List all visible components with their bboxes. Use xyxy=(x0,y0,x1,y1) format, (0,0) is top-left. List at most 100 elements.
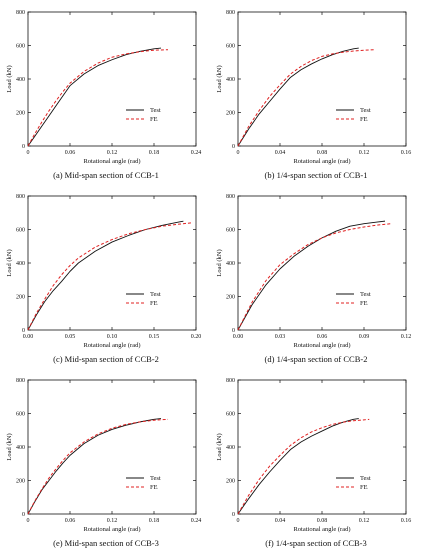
x-tick-label: 0.03 xyxy=(275,334,286,340)
y-tick-label: 800 xyxy=(226,194,235,200)
y-tick-label: 400 xyxy=(16,261,25,267)
y-tick-label: 200 xyxy=(16,295,25,301)
series-line-fe xyxy=(237,49,375,147)
legend: Test FE xyxy=(126,291,161,307)
y-axis-title: Load (kN) xyxy=(6,249,13,276)
series-line-test xyxy=(237,47,359,147)
legend-label-fe: FE xyxy=(150,300,158,307)
x-tick-label: 0.18 xyxy=(149,150,160,156)
y-axis-title: Load (kN) xyxy=(216,65,223,92)
x-axis-title: Rotational angle (rad) xyxy=(293,158,350,165)
y-axis-title: Load (kN) xyxy=(216,433,223,460)
chart-panel-3: 0.00 0.05 0.10 0.15 0.20 0 200 400 600 800 Rotatio… xyxy=(6,194,201,364)
legend-label-test: Test xyxy=(360,291,371,298)
y-tick-label: 200 xyxy=(226,295,235,301)
x-tick-label: 0.24 xyxy=(191,518,202,524)
legend: Test FE xyxy=(336,107,371,123)
x-tick-label: 0.12 xyxy=(107,150,118,156)
x-tick-label: 0.09 xyxy=(359,334,370,340)
x-axis-title: Rotational angle (rad) xyxy=(293,526,350,533)
x-tick-label: 0.04 xyxy=(275,518,286,524)
legend-label-test: Test xyxy=(150,475,161,482)
legend-label-fe: FE xyxy=(150,484,158,491)
y-tick-label: 600 xyxy=(226,228,235,234)
y-tick-label: 200 xyxy=(226,111,235,117)
series-line-fe xyxy=(237,418,370,515)
x-tick-label: 0.24 xyxy=(191,150,202,156)
x-axis-title: Rotational angle (rad) xyxy=(83,342,140,349)
y-tick-label: 400 xyxy=(16,445,25,451)
y-tick-label: 800 xyxy=(16,378,25,384)
panel-caption: (c) Mid-span section of CCB-2 xyxy=(53,354,159,364)
y-tick-label: 800 xyxy=(226,378,235,384)
y-tick-label: 0 xyxy=(22,144,25,150)
plot-frame xyxy=(237,195,407,331)
x-tick-label: 0.12 xyxy=(359,150,370,156)
plot-frame xyxy=(237,11,407,147)
x-axis-title: Rotational angle (rad) xyxy=(83,158,140,165)
y-tick-label: 200 xyxy=(226,479,235,485)
legend-label-fe: FE xyxy=(360,116,368,123)
panel-caption: (a) Mid-span section of CCB-1 xyxy=(53,170,159,180)
y-axis-title: Load (kN) xyxy=(6,65,13,92)
y-tick-label: 600 xyxy=(16,412,25,418)
x-tick-label: 0 xyxy=(27,150,30,156)
y-tick-label: 200 xyxy=(16,479,25,485)
series-line-fe xyxy=(237,223,393,331)
legend-label-test: Test xyxy=(150,291,161,298)
x-axis-title: Rotational angle (rad) xyxy=(83,526,140,533)
chart-panel-2: 0 0.04 0.08 0.12 0.16 0 200 400 600 800 Rotational… xyxy=(216,10,411,180)
legend-label-fe: FE xyxy=(360,484,368,491)
y-tick-label: 800 xyxy=(16,194,25,200)
y-tick-label: 400 xyxy=(16,77,25,83)
x-tick-label: 0.08 xyxy=(317,518,328,524)
y-tick-label: 0 xyxy=(22,328,25,334)
legend-label-test: Test xyxy=(150,107,161,114)
panel-caption: (f) 1/4-span section of CCB-3 xyxy=(265,538,367,548)
legend-label-fe: FE xyxy=(360,300,368,307)
panel-caption: (e) Mid-span section of CCB-3 xyxy=(53,538,159,548)
y-tick-label: 0 xyxy=(232,144,235,150)
x-tick-label: 0.16 xyxy=(401,150,412,156)
y-tick-label: 0 xyxy=(232,328,235,334)
x-tick-label: 0.18 xyxy=(149,518,160,524)
plot-frame xyxy=(237,379,407,515)
x-tick-label: 0.12 xyxy=(107,518,118,524)
series-line-test xyxy=(27,47,162,147)
y-tick-label: 0 xyxy=(232,512,235,518)
series-line-fe xyxy=(27,418,169,515)
chart-panel-5: 0 0.06 0.12 0.18 0.24 0 200 400 600 800 Rotational… xyxy=(6,378,201,548)
x-tick-label: 0.06 xyxy=(65,518,76,524)
chart-panel-1: 0 0.06 0.12 0.18 0.24 0 200 400 600 800 Rotational… xyxy=(6,10,201,180)
y-tick-label: 600 xyxy=(16,44,25,50)
x-tick-label: 0.05 xyxy=(65,334,76,340)
plot-frame xyxy=(27,195,197,331)
series-line-test xyxy=(27,418,162,515)
chart-panel-4: 0.00 0.03 0.06 0.09 0.12 0 200 400 600 800 Rotatio… xyxy=(216,194,411,364)
x-tick-label: 0.00 xyxy=(23,334,34,340)
plot-frame xyxy=(27,379,197,515)
y-axis-title: Load (kN) xyxy=(6,433,13,460)
legend: Test FE xyxy=(336,475,371,491)
x-tick-label: 0.04 xyxy=(275,150,286,156)
y-tick-label: 400 xyxy=(226,261,235,267)
x-tick-label: 0 xyxy=(27,518,30,524)
series-line-test xyxy=(27,220,184,331)
legend-label-test: Test xyxy=(360,475,371,482)
x-tick-label: 0 xyxy=(237,518,240,524)
series-line-fe xyxy=(27,49,169,147)
y-tick-label: 600 xyxy=(16,228,25,234)
y-tick-label: 800 xyxy=(226,10,235,16)
x-tick-label: 0.15 xyxy=(149,334,160,340)
plot-frame xyxy=(27,11,197,147)
y-axis-title: Load (kN) xyxy=(216,249,223,276)
x-tick-label: 0.10 xyxy=(107,334,118,340)
series-line-fe xyxy=(27,222,192,331)
series-line-test xyxy=(237,418,359,515)
x-tick-label: 0 xyxy=(237,150,240,156)
x-tick-label: 0.08 xyxy=(317,150,328,156)
x-tick-label: 0.06 xyxy=(65,150,76,156)
y-tick-label: 400 xyxy=(226,77,235,83)
legend-label-test: Test xyxy=(360,107,371,114)
